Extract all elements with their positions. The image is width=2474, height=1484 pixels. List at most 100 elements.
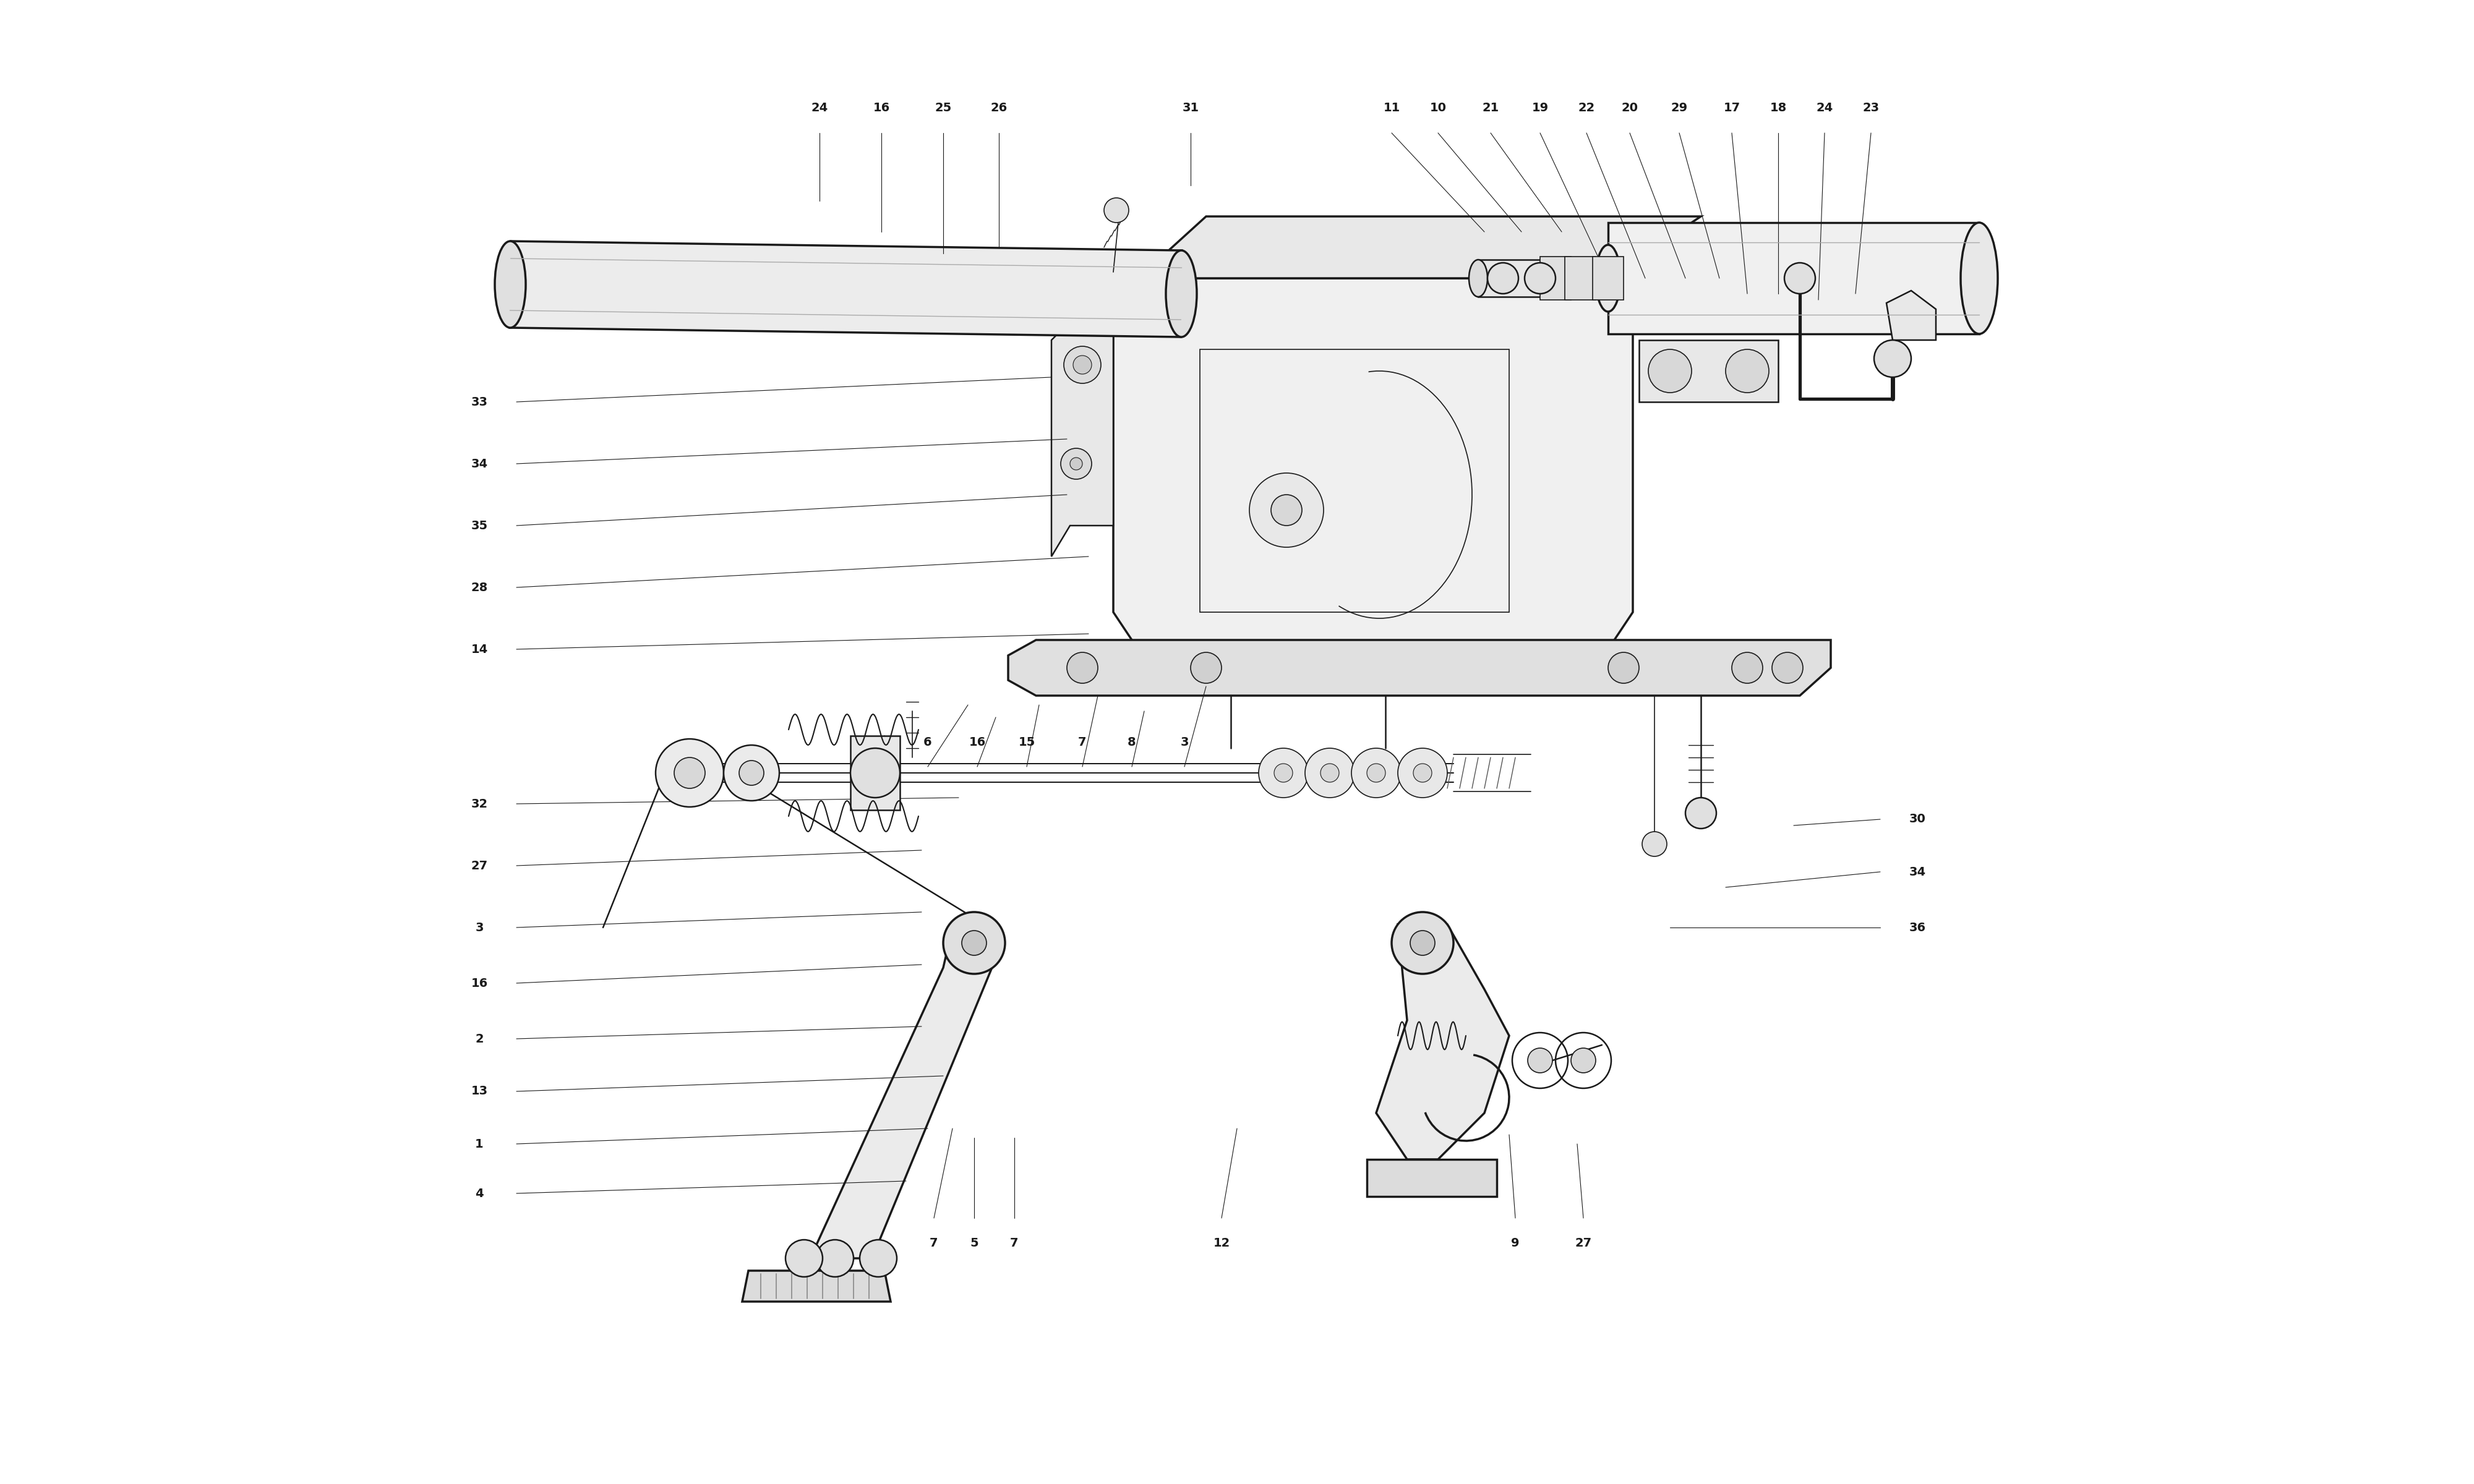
Polygon shape: [1113, 254, 1633, 650]
Text: 24: 24: [1816, 102, 1833, 114]
Circle shape: [740, 760, 764, 785]
Circle shape: [1103, 197, 1128, 223]
Text: 35: 35: [470, 519, 487, 531]
Polygon shape: [742, 1270, 891, 1301]
Text: 13: 13: [470, 1085, 487, 1097]
Circle shape: [1064, 346, 1101, 383]
Text: 30: 30: [1910, 813, 1925, 825]
Polygon shape: [1638, 340, 1779, 402]
Circle shape: [1366, 764, 1385, 782]
Circle shape: [1274, 764, 1291, 782]
Circle shape: [1390, 913, 1455, 974]
Circle shape: [1487, 263, 1519, 294]
Circle shape: [962, 930, 987, 956]
Circle shape: [1727, 349, 1769, 393]
Circle shape: [1272, 494, 1301, 525]
Circle shape: [1061, 448, 1091, 479]
Circle shape: [1529, 1048, 1554, 1073]
Circle shape: [1249, 473, 1324, 548]
Text: 1: 1: [475, 1138, 482, 1150]
Circle shape: [1066, 653, 1098, 683]
Text: 20: 20: [1620, 102, 1638, 114]
Polygon shape: [851, 736, 901, 810]
Circle shape: [656, 739, 722, 807]
Polygon shape: [1051, 309, 1113, 556]
Circle shape: [722, 745, 779, 801]
Text: 2: 2: [475, 1033, 482, 1045]
Text: 16: 16: [470, 978, 487, 988]
Circle shape: [1190, 653, 1222, 683]
Text: 16: 16: [873, 102, 891, 114]
Polygon shape: [1539, 257, 1571, 300]
Text: 7: 7: [1009, 1238, 1019, 1248]
Circle shape: [1732, 653, 1761, 683]
Circle shape: [673, 757, 705, 788]
Ellipse shape: [495, 240, 524, 328]
Text: 3: 3: [475, 922, 482, 933]
Circle shape: [1648, 349, 1692, 393]
Text: 7: 7: [930, 1238, 938, 1248]
Circle shape: [1069, 457, 1084, 470]
Circle shape: [1643, 831, 1667, 856]
Circle shape: [1410, 930, 1435, 956]
Circle shape: [861, 1239, 896, 1276]
Text: 9: 9: [1512, 1238, 1519, 1248]
Text: 5: 5: [970, 1238, 977, 1248]
Polygon shape: [510, 242, 1183, 337]
Circle shape: [1875, 340, 1910, 377]
Text: 8: 8: [1128, 736, 1136, 748]
Text: 18: 18: [1769, 102, 1786, 114]
Text: 22: 22: [1578, 102, 1596, 114]
Text: 15: 15: [1019, 736, 1034, 748]
Circle shape: [1351, 748, 1400, 798]
Text: 34: 34: [1910, 867, 1925, 877]
Text: 19: 19: [1531, 102, 1549, 114]
Text: 24: 24: [811, 102, 829, 114]
Polygon shape: [1566, 257, 1596, 300]
Circle shape: [1524, 263, 1556, 294]
Ellipse shape: [1165, 251, 1197, 337]
Ellipse shape: [1596, 245, 1620, 312]
Bar: [1479, 260, 1571, 297]
Bar: [1200, 349, 1509, 611]
Ellipse shape: [1470, 260, 1487, 297]
Ellipse shape: [1959, 223, 1999, 334]
Text: 3: 3: [1180, 736, 1188, 748]
Circle shape: [1413, 764, 1432, 782]
Circle shape: [816, 1239, 854, 1276]
Polygon shape: [1593, 257, 1623, 300]
Text: 4: 4: [475, 1187, 482, 1199]
Circle shape: [787, 1239, 821, 1276]
Text: 29: 29: [1670, 102, 1687, 114]
Text: 33: 33: [470, 396, 487, 408]
Text: 34: 34: [470, 459, 487, 469]
Text: 16: 16: [970, 736, 985, 748]
Circle shape: [1321, 764, 1338, 782]
Text: 28: 28: [470, 582, 487, 594]
Circle shape: [1608, 653, 1638, 683]
Text: 6: 6: [923, 736, 933, 748]
Circle shape: [1398, 748, 1447, 798]
Polygon shape: [1138, 217, 1702, 279]
Circle shape: [1685, 798, 1717, 828]
Circle shape: [1074, 356, 1091, 374]
Circle shape: [1771, 653, 1804, 683]
Text: 10: 10: [1430, 102, 1447, 114]
Circle shape: [1259, 748, 1309, 798]
Text: 27: 27: [1576, 1238, 1591, 1248]
Text: 26: 26: [990, 102, 1007, 114]
Circle shape: [943, 913, 1004, 974]
Circle shape: [1784, 263, 1816, 294]
Text: 12: 12: [1212, 1238, 1230, 1248]
Polygon shape: [1888, 291, 1935, 340]
Text: 32: 32: [470, 798, 487, 810]
Bar: [1608, 223, 1979, 334]
Polygon shape: [811, 927, 995, 1258]
Circle shape: [851, 748, 901, 798]
Text: 7: 7: [1079, 736, 1086, 748]
Bar: [1366, 1159, 1497, 1196]
Circle shape: [1571, 1048, 1596, 1073]
Text: 23: 23: [1863, 102, 1880, 114]
Polygon shape: [1009, 640, 1831, 696]
Polygon shape: [1376, 925, 1509, 1159]
